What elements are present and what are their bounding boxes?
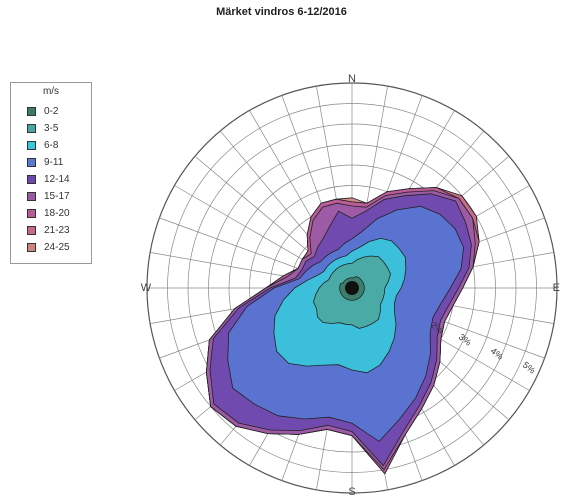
- legend-item: 9-11: [27, 154, 70, 171]
- ring-label: 5%: [521, 360, 537, 376]
- legend-item: 12-14: [27, 171, 70, 188]
- legend: m/s 0-2 3-5 6-8 9-11 12-14 15-17 18-20 2…: [10, 82, 92, 264]
- legend-swatch: [27, 226, 36, 235]
- legend-label: 24-25: [44, 242, 70, 253]
- chart-title: Märket vindros 6-12/2016: [216, 6, 347, 18]
- direction-label-s: S: [348, 486, 355, 497]
- ring-label: 4%: [489, 346, 505, 362]
- legend-label: 0-2: [44, 106, 59, 117]
- legend-label: 21-23: [44, 225, 70, 236]
- direction-label-e: E: [553, 282, 560, 294]
- legend-items: 0-2 3-5 6-8 9-11 12-14 15-17 18-20 21-23…: [27, 103, 70, 256]
- legend-item: 0-2: [27, 103, 70, 120]
- legend-item: 18-20: [27, 205, 70, 222]
- direction-label-n: N: [348, 73, 356, 85]
- legend-swatch: [27, 141, 36, 150]
- legend-label: 3-5: [44, 123, 59, 134]
- legend-swatch: [27, 243, 36, 252]
- legend-label: 15-17: [44, 191, 70, 202]
- legend-swatch: [27, 175, 36, 184]
- legend-unit: m/s: [42, 86, 60, 97]
- legend-item: 24-25: [27, 239, 70, 256]
- series-areas: [205, 187, 480, 475]
- legend-label: 6-8: [44, 140, 59, 151]
- legend-swatch: [27, 107, 36, 116]
- legend-item: 3-5: [27, 120, 70, 137]
- ring-label: 3%: [457, 332, 473, 348]
- legend-item: 15-17: [27, 188, 70, 205]
- legend-swatch: [27, 192, 36, 201]
- legend-label: 9-11: [44, 157, 64, 168]
- legend-swatch: [27, 158, 36, 167]
- legend-swatch: [27, 124, 36, 133]
- legend-item: 21-23: [27, 222, 70, 239]
- legend-label: 12-14: [44, 174, 70, 185]
- legend-item: 6-8: [27, 137, 70, 154]
- direction-label-w: W: [141, 282, 152, 294]
- legend-swatch: [27, 209, 36, 218]
- center-cap: [345, 281, 359, 295]
- legend-label: 18-20: [44, 208, 70, 219]
